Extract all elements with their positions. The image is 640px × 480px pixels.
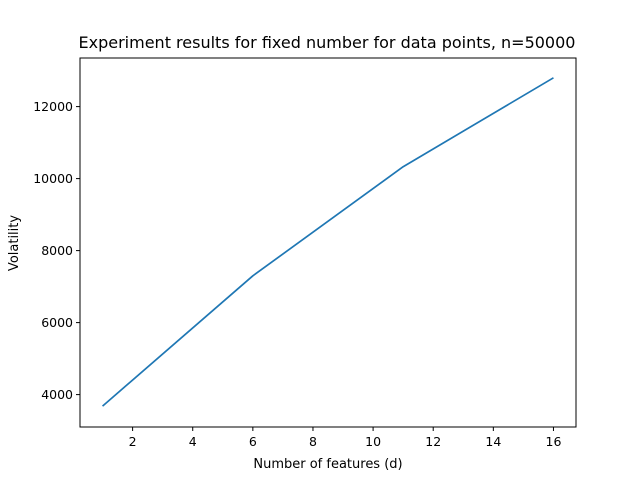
y-tick-label: 10000 [33, 171, 73, 186]
series-line-0 [101, 77, 554, 407]
y-axis: 4000 6000 8000 10000 12000 [33, 99, 80, 402]
x-tick-label: 14 [485, 434, 501, 449]
chart-title: Experiment results for fixed number for … [79, 33, 576, 52]
x-axis: 2 4 6 8 10 12 14 16 [129, 427, 562, 449]
y-tick-label: 8000 [41, 243, 73, 258]
x-tick-label: 12 [425, 434, 441, 449]
y-tick-label: 12000 [33, 99, 73, 114]
x-tick-label: 6 [249, 434, 257, 449]
x-tick-label: 2 [129, 434, 137, 449]
y-tick-label: 6000 [41, 315, 73, 330]
y-axis-label: Volatility [7, 215, 22, 271]
x-axis-label: Number of features (d) [253, 457, 402, 472]
x-tick-label: 4 [189, 434, 197, 449]
y-tick-label: 4000 [41, 387, 73, 402]
x-tick-label: 8 [309, 434, 317, 449]
plot-frame [79, 57, 577, 428]
series-layer [101, 77, 554, 407]
x-tick-label: 10 [365, 434, 381, 449]
x-tick-label: 16 [546, 434, 562, 449]
